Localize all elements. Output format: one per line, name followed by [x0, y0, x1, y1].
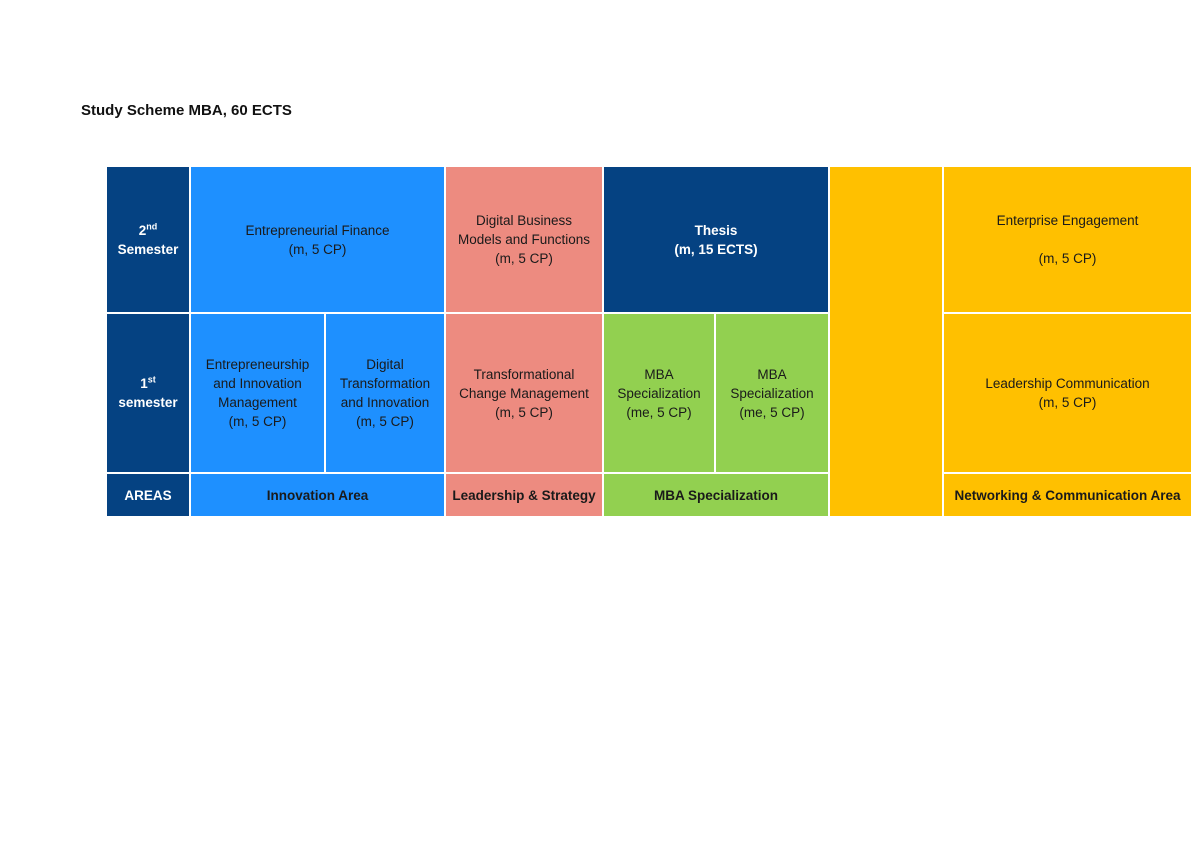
- area-mba-specialization: MBA Specialization: [604, 474, 828, 516]
- course-name: Enterprise Engagement: [996, 213, 1139, 228]
- course-name-line2: Change Management: [459, 385, 589, 401]
- course-name-line2: Specialization: [730, 385, 814, 401]
- course-mba-specialization-1: MBA Specialization (me, 5 CP): [604, 314, 714, 472]
- course-name-line1: Entrepreneurship: [205, 357, 310, 372]
- semester-suffix: st: [147, 374, 156, 385]
- course-name: Thesis: [694, 222, 738, 238]
- course-name-line2: Models and Functions: [457, 232, 591, 247]
- course-name: Entrepreneurial Finance: [245, 222, 390, 238]
- course-leadership-communication: Leadership Communication (m, 5 CP): [944, 314, 1191, 472]
- course-name-line3: and Innovation: [340, 395, 430, 410]
- course-name-line1: MBA: [757, 366, 787, 382]
- areas-label: AREAS: [124, 487, 172, 503]
- course-name-line3: Management: [218, 395, 297, 410]
- area-label: MBA Specialization: [653, 487, 779, 503]
- semester-number: 2: [138, 222, 147, 238]
- course-name-line1: Transformational: [473, 366, 575, 382]
- study-scheme-table: 2nd Semester Entrepreneurial Finance (m,…: [107, 167, 1191, 516]
- course-credits: (m, 5 CP): [228, 414, 287, 429]
- semester-label: Semester: [117, 241, 179, 257]
- course-entrepreneurship-innovation-management: Entrepreneurship and Innovation Manageme…: [191, 314, 324, 472]
- page-title: Study Scheme MBA, 60 ECTS: [81, 102, 292, 119]
- course-name-line2: Specialization: [617, 385, 701, 401]
- course-credits: (m, 5 CP): [495, 251, 553, 266]
- semester-suffix: nd: [146, 221, 158, 231]
- course-credits: (m, 5 CP): [288, 241, 347, 257]
- area-networking-communication: Networking & Communication Area: [944, 474, 1191, 516]
- course-credits: (m, 5 CP): [356, 414, 414, 429]
- area-innovation: Innovation Area: [191, 474, 444, 516]
- course-name: Leadership Communication: [985, 376, 1150, 391]
- course-credits: (me, 5 CP): [739, 404, 805, 420]
- course-enterprise-engagement: Enterprise Engagement (m, 5 CP): [944, 167, 1191, 312]
- semester-number: 1: [140, 376, 148, 391]
- course-thesis: Thesis (m, 15 ECTS): [604, 167, 828, 312]
- course-digital-transformation-innovation: Digital Transformation and Innovation (m…: [326, 314, 444, 472]
- course-name-line2: and Innovation: [213, 376, 302, 391]
- area-leadership-strategy: Leadership & Strategy: [446, 474, 602, 516]
- course-name-line1: Digital Business: [475, 213, 573, 228]
- row-label-areas: AREAS: [107, 474, 189, 516]
- area-label: Innovation Area: [266, 487, 369, 503]
- course-credits: (m, 5 CP): [1038, 251, 1097, 266]
- area-label: Leadership & Strategy: [452, 487, 596, 503]
- course-name-line2: Transformation: [339, 376, 431, 391]
- area-label: Networking & Communication Area: [954, 487, 1181, 503]
- course-name-line1: Digital: [366, 357, 404, 372]
- course-mba-specialization-2: MBA Specialization (me, 5 CP): [716, 314, 828, 472]
- course-credits: (me, 5 CP): [626, 404, 692, 420]
- course-credits: (m, 5 CP): [495, 404, 553, 420]
- gold-column-filler: [830, 167, 942, 516]
- row-label-2nd-semester: 2nd Semester: [107, 167, 189, 312]
- semester-label: semester: [118, 395, 178, 410]
- course-digital-business-models: Digital Business Models and Functions (m…: [446, 167, 602, 312]
- course-name-line1: MBA: [644, 366, 674, 382]
- course-credits: (m, 15 ECTS): [674, 241, 758, 257]
- course-transformational-change-management: Transformational Change Management (m, 5…: [446, 314, 602, 472]
- row-label-1st-semester: 1st semester: [107, 314, 189, 472]
- course-credits: (m, 5 CP): [1038, 395, 1097, 410]
- course-entrepreneurial-finance: Entrepreneurial Finance (m, 5 CP): [191, 167, 444, 312]
